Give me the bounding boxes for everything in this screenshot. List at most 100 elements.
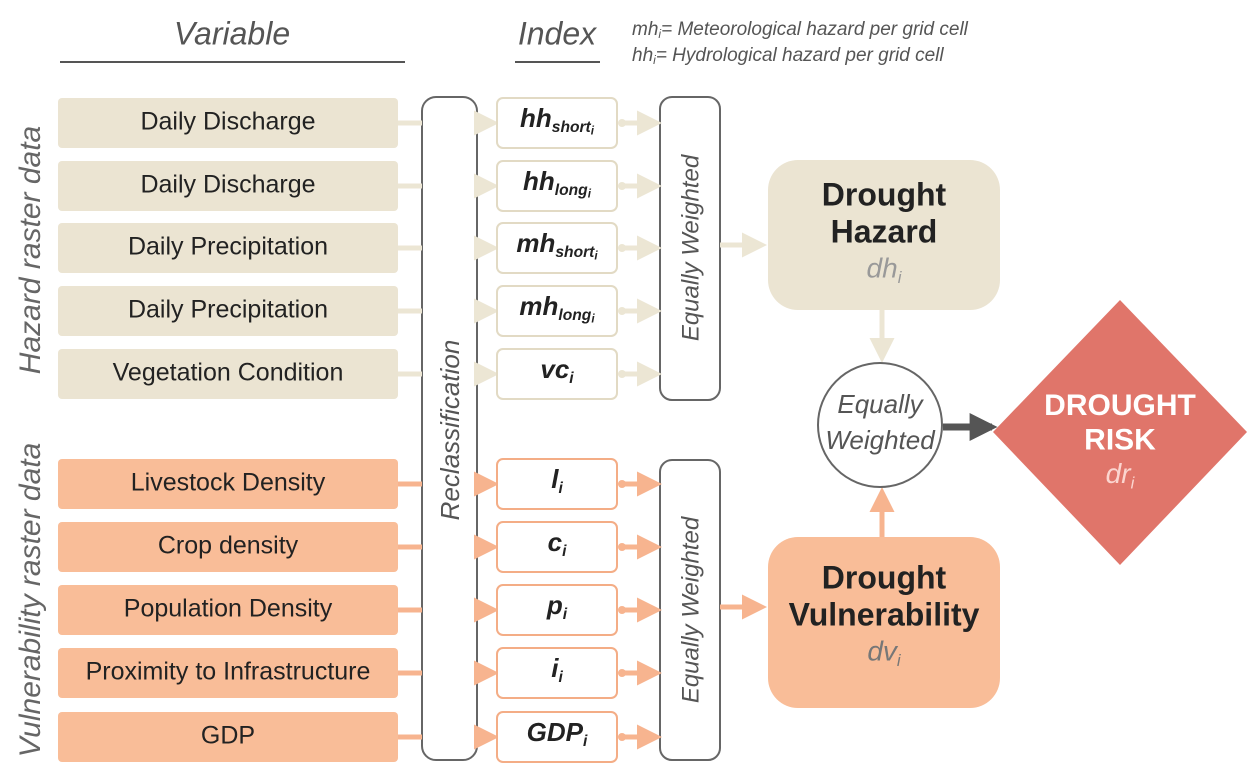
- variable-box: [58, 98, 398, 148]
- box-title: Drought: [822, 559, 947, 595]
- reclassification-label: Reclassification: [435, 340, 465, 521]
- symbol-base: dh: [867, 253, 898, 284]
- index-label: li: [551, 464, 563, 497]
- vulnerability-label: Vulnerability raster data: [14, 443, 47, 758]
- box-title: Hazard: [831, 213, 938, 249]
- index-box: [496, 348, 618, 400]
- combine-label: Weighted: [825, 425, 936, 455]
- legend-entry: hhi= Hydrological hazard per grid cell: [632, 45, 944, 67]
- index-box: [496, 222, 618, 274]
- symbol-subsub: i: [588, 188, 592, 201]
- index-box: [496, 160, 618, 212]
- combine-circle: [817, 362, 943, 488]
- legend-entry: mhi= Meteorological hazard per grid cell: [632, 19, 969, 41]
- symbol-sub: i: [563, 606, 568, 623]
- index-label: pi: [546, 590, 568, 623]
- variable-box: [58, 648, 398, 698]
- symbol-base: dr: [1106, 458, 1133, 489]
- variable-box: [58, 223, 398, 273]
- index-box: [496, 647, 618, 699]
- symbol-sub: i: [658, 27, 661, 41]
- symbol-sub: long: [558, 307, 591, 324]
- box-symbol: dhi: [867, 253, 903, 287]
- box-symbol: dri: [1106, 458, 1136, 492]
- variable-label: Population Density: [124, 595, 333, 623]
- drought-vulnerability-box: [768, 537, 1000, 708]
- drought-hazard-box: [768, 160, 1000, 310]
- variable-label: Livestock Density: [131, 469, 326, 497]
- symbol-sub: i: [898, 268, 903, 287]
- variable-box: [58, 522, 398, 572]
- symbol-sub: i: [583, 733, 588, 750]
- index-label: mhlongi: [519, 291, 595, 326]
- symbol-base: vc: [540, 354, 569, 384]
- variable-label: Crop density: [158, 532, 299, 560]
- symbol-sub: i: [558, 669, 563, 686]
- variable-box: [58, 459, 398, 509]
- symbol-base: mh: [519, 291, 558, 321]
- box-title: RISK: [1084, 423, 1156, 456]
- symbol-base: l: [551, 464, 559, 494]
- symbol-base: mh: [632, 19, 658, 40]
- symbol-base: dv: [867, 636, 899, 667]
- variable-label: GDP: [201, 722, 255, 750]
- symbol-base: i: [551, 653, 559, 683]
- index-box: [496, 711, 618, 763]
- index-box: [496, 458, 618, 510]
- index-label: vci: [540, 354, 574, 387]
- reclassification-box: [421, 96, 478, 761]
- legend-text: = Meteorological hazard per grid cell: [661, 19, 969, 40]
- index-label: mhshorti: [516, 228, 598, 263]
- index-label: ci: [548, 527, 567, 560]
- index-box: [496, 584, 618, 636]
- variable-label: Proximity to Infrastructure: [86, 658, 371, 686]
- index-label: GDPi: [527, 717, 588, 750]
- symbol-subsub: i: [591, 313, 595, 326]
- variable-label: Daily Precipitation: [128, 296, 328, 324]
- symbol-sub: i: [1131, 474, 1136, 493]
- symbol-base: p: [546, 590, 563, 620]
- variable-box: [58, 585, 398, 635]
- variable-box: [58, 161, 398, 211]
- symbol-sub: i: [653, 53, 656, 67]
- variable-box: [58, 712, 398, 762]
- symbol-base: mh: [516, 228, 555, 258]
- index-label: ii: [551, 653, 563, 686]
- symbol-base: c: [548, 527, 563, 557]
- symbol-subsub: i: [591, 125, 595, 138]
- weight-label: Equally Weighted: [677, 154, 704, 341]
- variable-label: Daily Discharge: [140, 171, 315, 199]
- symbol-base: hh: [523, 166, 555, 196]
- variable-box: [58, 349, 398, 399]
- drought-risk-diamond: [993, 300, 1247, 565]
- symbol-sub: i: [897, 651, 902, 670]
- symbol-base: hh: [632, 45, 653, 66]
- variable-label: Daily Discharge: [140, 108, 315, 136]
- variable-box: [58, 286, 398, 336]
- legend-text: = Hydrological hazard per grid cell: [656, 45, 945, 66]
- symbol-sub: short: [555, 244, 595, 261]
- box-title: DROUGHT: [1044, 389, 1196, 422]
- symbol-sub: short: [552, 119, 592, 136]
- symbol-base: hh: [520, 103, 552, 133]
- variable-header: Variable: [174, 15, 290, 51]
- variable-label: Daily Precipitation: [128, 233, 328, 261]
- variable-label: Vegetation Condition: [113, 359, 344, 387]
- symbol-sub: i: [562, 543, 567, 560]
- symbol-subsub: i: [594, 250, 598, 263]
- index-label: hhshorti: [520, 103, 595, 138]
- hazard-label: Hazard raster data: [14, 126, 47, 374]
- combine-label: Equally: [837, 389, 924, 419]
- box-symbol: dvi: [867, 636, 902, 670]
- index-box: [496, 285, 618, 337]
- index-header: Index: [518, 15, 597, 51]
- box-title: Vulnerability: [789, 596, 980, 632]
- symbol-sub: long: [555, 182, 588, 199]
- weight-label: Equally Weighted: [677, 516, 704, 703]
- symbol-base: GDP: [527, 717, 584, 747]
- box-title: Drought: [822, 176, 947, 212]
- symbol-sub: i: [569, 370, 574, 387]
- symbol-sub: i: [558, 480, 563, 497]
- index-label: hhlongi: [523, 166, 592, 201]
